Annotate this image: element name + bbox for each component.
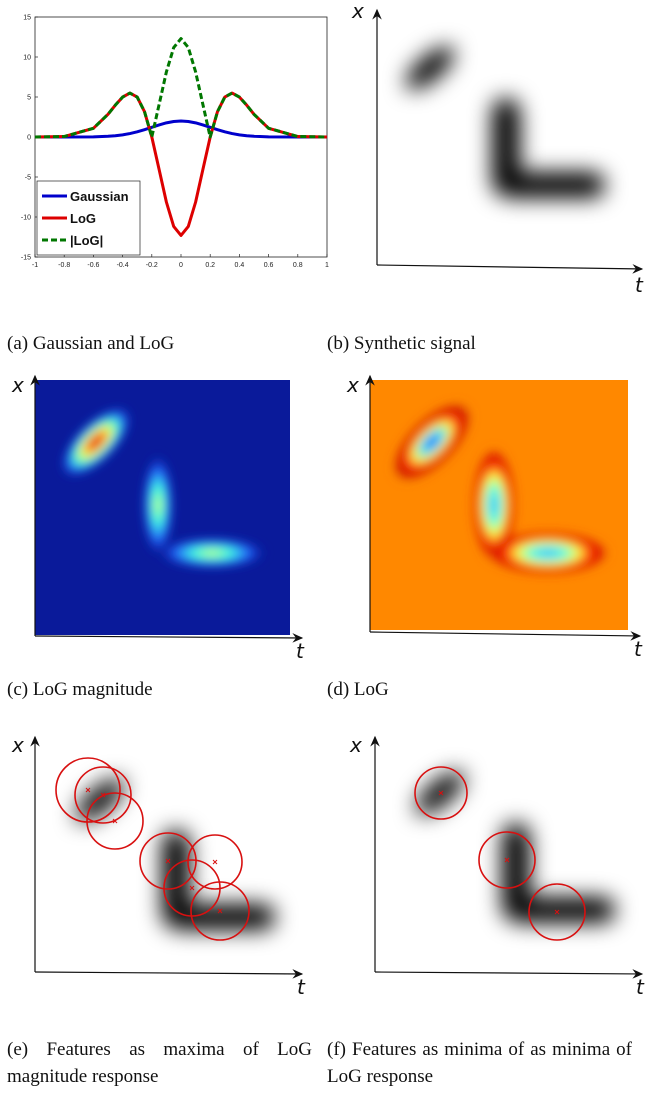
axis-label: x	[346, 373, 359, 397]
legend-label: |LoG|	[70, 233, 103, 248]
signal-image	[409, 765, 615, 923]
log-image	[370, 380, 628, 630]
feature-circles	[414, 766, 586, 941]
line-series	[35, 119, 327, 139]
x-tick-label: -0.4	[117, 262, 129, 269]
axis-label: t	[297, 975, 306, 999]
y-tick-label: 10	[23, 55, 31, 62]
axis-label: t	[634, 637, 643, 661]
x-tick-label: -0.8	[58, 262, 70, 269]
feature-circles	[55, 757, 250, 941]
caption: (a) Gaussian and LoG	[7, 333, 175, 354]
line-series	[34, 37, 328, 139]
caption: (c) LoG magnitude	[7, 679, 153, 700]
axis-label: x	[349, 733, 362, 757]
axis-arrow	[369, 631, 642, 641]
legend-label: Gaussian	[70, 189, 129, 204]
x-tick-label: 0	[179, 262, 183, 269]
x-tick-label: -1	[32, 262, 38, 269]
y-tick-label: -5	[25, 175, 31, 182]
axis-label: t	[296, 639, 305, 663]
x-tick-label: 0.4	[235, 262, 245, 269]
x-tick-label: 1	[325, 262, 329, 269]
y-tick-label: 15	[23, 15, 31, 22]
x-tick-label: 0.8	[293, 262, 303, 269]
axis-label: x	[351, 0, 364, 23]
caption: (d) LoG	[327, 679, 389, 700]
axis-arrow	[376, 264, 644, 274]
chart: -15 -10 -5 0 5 10 15 -1 -0.8 -0.6 -0.4 -0.2 0 0.2 0.4 0…	[21, 15, 329, 270]
y-tick-label: 5	[27, 95, 31, 102]
legend-label: LoG	[70, 211, 96, 226]
caption: (f) Features as minima of as minima of L…	[327, 1039, 632, 1087]
axis-arrow	[34, 633, 304, 643]
log-magnitude-image	[35, 380, 290, 635]
y-tick-label: 0	[27, 135, 31, 142]
axis-label: t	[635, 273, 644, 297]
signal-image	[69, 772, 275, 930]
x-tick-label: 0.2	[205, 262, 215, 269]
y-tick-label: -10	[21, 215, 31, 222]
axis-arrow	[34, 969, 304, 979]
caption: (b) Synthetic signal	[327, 333, 476, 354]
x-tick-label: -0.2	[146, 262, 158, 269]
axis-label: x	[11, 373, 24, 397]
axis-label: t	[636, 975, 645, 999]
axis-label: x	[11, 733, 24, 757]
x-tick-label: -0.6	[87, 262, 99, 269]
y-tick-label: -15	[21, 255, 31, 262]
signal-image	[399, 40, 605, 198]
x-tick-label: 0.6	[264, 262, 274, 269]
axis-arrow	[374, 969, 644, 979]
caption: (e) Features as maxima of LoG magnitude …	[7, 1039, 312, 1087]
